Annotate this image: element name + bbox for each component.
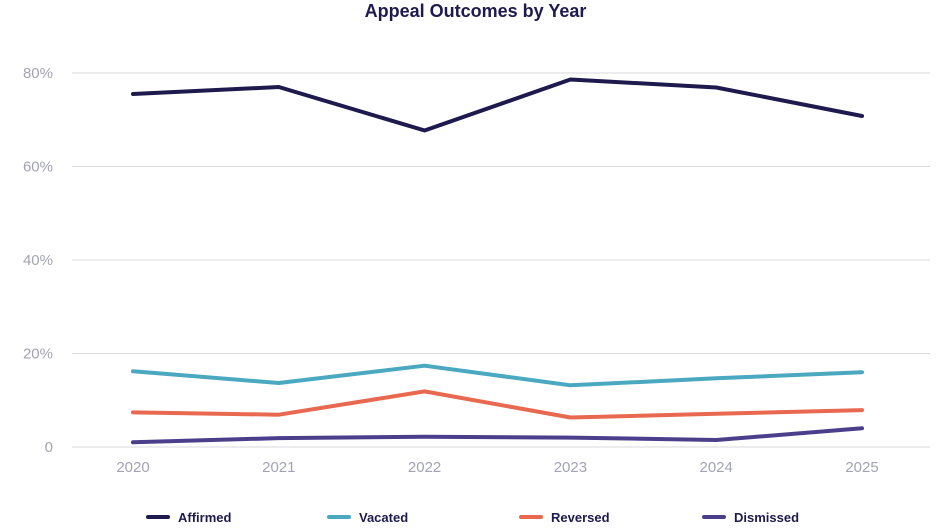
gridlines <box>72 72 930 448</box>
legend: Affirmed Vacated Reversed Dismissed <box>0 506 951 528</box>
legend-item-dismissed: Dismissed <box>702 506 799 528</box>
legend-swatch <box>146 515 170 519</box>
y-tick-label: 60% <box>23 159 53 176</box>
y-tick-label: 20% <box>23 346 53 363</box>
series-line-reversed <box>131 389 864 420</box>
x-tick-label: 2021 <box>262 459 295 476</box>
legend-item-affirmed: Affirmed <box>146 506 231 528</box>
x-axis-ticks: 2020 2021 2022 2023 2024 2025 <box>116 459 878 476</box>
series-lines <box>131 77 864 445</box>
legend-label: Vacated <box>359 509 409 525</box>
chart-title: Appeal Outcomes by Year <box>364 1 587 21</box>
series-line-dismissed <box>131 426 864 445</box>
y-axis-ticks: 0 20% 40% 60% 80% <box>23 65 53 456</box>
y-tick-label: 80% <box>23 65 53 82</box>
y-tick-label: 0 <box>45 439 53 456</box>
legend-label: Affirmed <box>178 509 232 525</box>
legend-swatch <box>327 515 351 519</box>
x-tick-label: 2025 <box>845 459 878 476</box>
legend-label: Dismissed <box>734 509 800 525</box>
legend-item-vacated: Vacated <box>327 506 408 528</box>
x-tick-label: 2023 <box>554 459 587 476</box>
legend-swatch <box>702 515 726 519</box>
legend-label: Reversed <box>551 509 610 525</box>
x-tick-label: 2022 <box>408 459 441 476</box>
series-line-affirmed <box>131 77 864 133</box>
x-tick-label: 2020 <box>116 459 149 476</box>
series-line-vacated <box>131 363 864 388</box>
x-tick-label: 2024 <box>700 459 733 476</box>
legend-item-reversed: Reversed <box>519 506 610 528</box>
line-chart: 0 20% 40% 60% 80% 2020 2021 2022 2023 2024 2025 <box>23 65 930 476</box>
legend-swatch <box>519 515 543 519</box>
y-tick-label: 40% <box>23 252 53 269</box>
